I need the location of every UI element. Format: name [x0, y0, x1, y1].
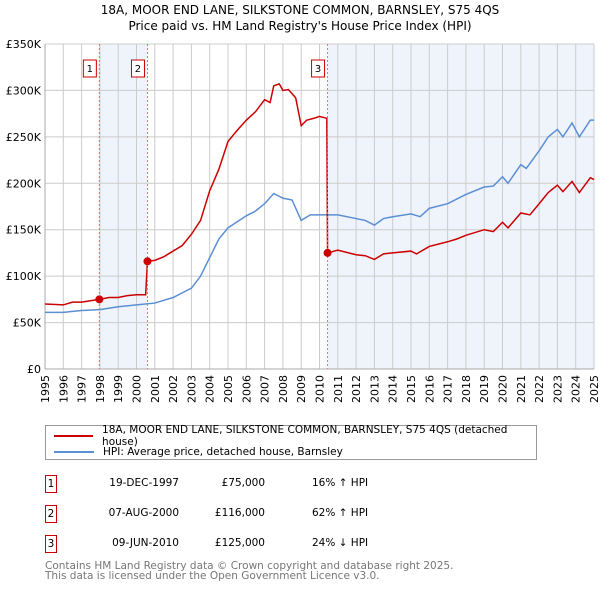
sale-hpi-diff: 24% ↓ HPI [312, 537, 369, 549]
y-tick-label: £0 [27, 363, 41, 376]
legend-swatch [54, 451, 94, 453]
legend-label: HPI: Average price, detached house, Barn… [103, 446, 343, 458]
sale-label-box [130, 59, 145, 78]
y-tick-label: £50K [13, 317, 42, 330]
legend: 18A, MOOR END LANE, SILKSTONE COMMON, BA… [45, 424, 537, 460]
x-tick-label: 2007 [259, 375, 272, 403]
x-tick-label: 2021 [515, 375, 528, 403]
legend-swatch [54, 435, 94, 437]
sale-label-box [311, 59, 326, 78]
x-tick-label: 2011 [332, 375, 345, 403]
x-tick-label: 1999 [112, 375, 125, 403]
sale-date: 07-AUG-2000 [108, 507, 179, 519]
x-tick-label: 2000 [131, 375, 144, 403]
x-tick-label: 1998 [94, 375, 107, 403]
sale-price: £75,000 [221, 477, 265, 489]
sale-number: 1 [45, 475, 57, 493]
x-tick-label: 1995 [39, 375, 52, 403]
sale-label: 3 [315, 64, 321, 75]
x-tick-label: 2005 [222, 375, 235, 403]
x-tick-label: 2008 [277, 375, 290, 403]
legend-label: 18A, MOOR END LANE, SILKSTONE COMMON, BA… [102, 424, 508, 448]
sale-date: 09-JUN-2010 [112, 537, 179, 549]
legend-item-hpi: HPI: Average price, detached house, Barn… [54, 445, 343, 459]
x-tick-label: 2019 [478, 375, 491, 403]
sale-label-box [82, 59, 97, 78]
x-tick-label: 2016 [423, 375, 436, 403]
footer-line: Contains HM Land Registry data © Crown c… [45, 560, 454, 572]
x-tick-label: 2006 [240, 375, 253, 403]
footer: Contains HM Land Registry data © Crown c… [45, 560, 454, 582]
sale-label: 1 [87, 64, 93, 75]
x-tick-label: 1997 [76, 375, 89, 403]
x-tick-label: 2020 [497, 375, 510, 403]
x-tick-label: 2003 [185, 375, 198, 403]
sale-number: 3 [45, 535, 57, 553]
sale-number: 2 [45, 505, 57, 523]
chart-subtitle: Price paid vs. HM Land Registry's House … [128, 19, 472, 33]
y-tick-label: £200K [6, 177, 42, 190]
sale-point [323, 248, 332, 257]
x-tick-label: 2009 [295, 375, 308, 403]
x-tick-label: 2001 [149, 375, 162, 403]
footer-line: This data is licensed under the Open Gov… [45, 570, 380, 582]
hpi-line [45, 119, 594, 314]
x-tick-label: 2010 [314, 375, 327, 403]
sale-price: £125,000 [214, 537, 265, 549]
y-tick-label: £350K [6, 38, 42, 51]
chart-title: 18A, MOOR END LANE, SILKSTONE COMMON, BA… [100, 3, 500, 17]
y-tick-label: £250K [6, 131, 42, 144]
legend-item-property: 18A, MOOR END LANE, SILKSTONE COMMON, BA… [54, 424, 536, 448]
x-tick-label: 2013 [368, 375, 381, 403]
x-tick-label: 2018 [460, 375, 473, 403]
x-tick-label: 1996 [57, 375, 70, 403]
shaded-period [99, 44, 148, 369]
chart-plot: 1995 1996 1997 1998 1999 2000 2001 2002 2003 2004… [6, 38, 600, 403]
x-tick-label: 2025 [588, 375, 600, 403]
x-tick-label: 2024 [570, 375, 583, 403]
shaded-period [327, 44, 594, 369]
sale-point [143, 257, 152, 266]
y-tick-label: £300K [6, 84, 42, 97]
sale-price: £116,000 [214, 507, 265, 519]
y-tick-label: £150K [6, 224, 42, 237]
x-tick-label: 2012 [350, 375, 363, 403]
sale-hpi-diff: 16% ↑ HPI [312, 477, 369, 489]
x-tick-label: 2017 [442, 375, 455, 403]
x-tick-label: 2002 [167, 375, 180, 403]
sale-point [95, 295, 104, 304]
y-tick-label: £100K [6, 270, 42, 283]
sale-date: 19-DEC-1997 [109, 477, 179, 489]
sale-hpi-diff: 62% ↑ HPI [312, 507, 369, 519]
x-tick-label: 2023 [551, 375, 564, 403]
sale-label: 2 [135, 64, 141, 75]
x-tick-label: 2004 [204, 375, 217, 403]
x-tick-label: 2014 [387, 375, 400, 403]
x-tick-label: 2015 [405, 375, 418, 403]
x-tick-label: 2022 [533, 375, 546, 403]
